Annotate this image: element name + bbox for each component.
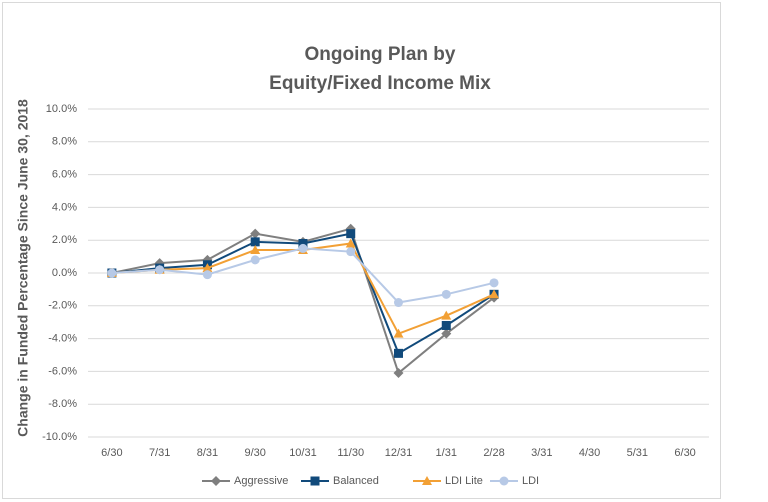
legend-marker: [499, 476, 509, 486]
chart-frame: [2, 2, 721, 499]
marker: [489, 289, 500, 299]
legend-label: Balanced: [333, 475, 379, 487]
marker: [298, 238, 308, 248]
marker: [489, 278, 499, 288]
legend-marker: [310, 476, 320, 486]
legend-label: Aggressive: [234, 475, 288, 487]
x-tick-label: 9/30: [244, 447, 265, 459]
x-tick-label: 7/31: [149, 447, 170, 459]
legend-label: LDI: [522, 475, 539, 487]
marker: [345, 238, 356, 248]
x-tick-label: 10/31: [289, 447, 317, 459]
y-tick-label: 10.0%: [46, 103, 77, 115]
marker: [346, 247, 356, 257]
marker: [250, 237, 260, 247]
legend-marker: [211, 476, 221, 486]
chart-title: Equity/Fixed Income Mix: [269, 73, 491, 94]
marker: [250, 228, 261, 239]
marker: [250, 245, 261, 255]
marker: [441, 328, 452, 339]
y-tick-label: -2.0%: [48, 300, 77, 312]
x-tick-label: 1/31: [436, 447, 457, 459]
marker: [441, 289, 451, 299]
marker: [298, 243, 308, 253]
chart-title: Ongoing Plan by: [305, 44, 456, 65]
x-tick-label: 11/30: [337, 447, 364, 459]
marker: [394, 348, 403, 358]
x-tick-label: 8/31: [197, 447, 218, 459]
y-tick-label: -6.0%: [48, 365, 77, 377]
x-tick-label: 6/30: [101, 447, 122, 459]
marker: [107, 268, 117, 278]
marker: [346, 229, 356, 239]
legend-label: LDI Lite: [445, 475, 483, 487]
marker: [250, 255, 260, 265]
x-tick-label: 6/30: [674, 447, 695, 459]
marker: [202, 270, 212, 280]
y-tick-label: -4.0%: [48, 333, 77, 345]
y-tick-label: 8.0%: [52, 136, 77, 148]
marker: [155, 265, 165, 275]
x-tick-label: 12/31: [385, 447, 413, 459]
x-tick-label: 2/28: [483, 447, 504, 459]
x-tick-label: 4/30: [579, 447, 600, 459]
y-tick-label: -8.0%: [48, 398, 77, 410]
marker: [441, 320, 451, 330]
legend-marker: [422, 476, 432, 485]
y-tick-label: 2.0%: [52, 234, 77, 246]
y-tick-label: 6.0%: [52, 169, 77, 181]
y-tick-label: -10.0%: [42, 431, 77, 443]
y-tick-label: 0.0%: [52, 267, 77, 279]
marker: [393, 328, 404, 338]
x-tick-label: 5/31: [627, 447, 648, 459]
marker: [202, 263, 213, 273]
marker: [393, 368, 404, 379]
marker: [394, 298, 403, 308]
y-axis-label: Change in Funded Percentage Since June 3…: [15, 99, 31, 437]
marker: [441, 310, 452, 320]
y-tick-label: 4.0%: [52, 201, 77, 213]
x-tick-label: 3/31: [531, 447, 552, 459]
